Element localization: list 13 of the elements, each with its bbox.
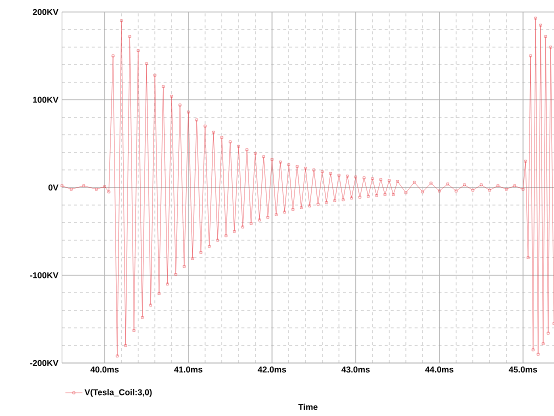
x-tick-label: 41.0ms — [174, 366, 202, 373]
y-tick-label: -100KV — [30, 272, 58, 278]
y-tick-label: 200KV — [32, 9, 58, 15]
x-tick-label: 45.0ms — [508, 366, 538, 373]
y-tick-label: 0V — [48, 184, 58, 190]
x-tick-label: 44.0ms — [425, 366, 454, 373]
legend-label: V(Tesla_Coil:3,0) — [84, 389, 152, 397]
y-tick-label: 100KV — [33, 96, 58, 103]
x-axis-title: Time — [298, 404, 318, 410]
x-tick-label: 40.0ms — [90, 366, 119, 373]
x-tick-label: 42.0ms — [258, 366, 286, 373]
x-tick-label: 43.0ms — [341, 366, 370, 373]
y-tick-label: -200KV — [30, 360, 58, 366]
